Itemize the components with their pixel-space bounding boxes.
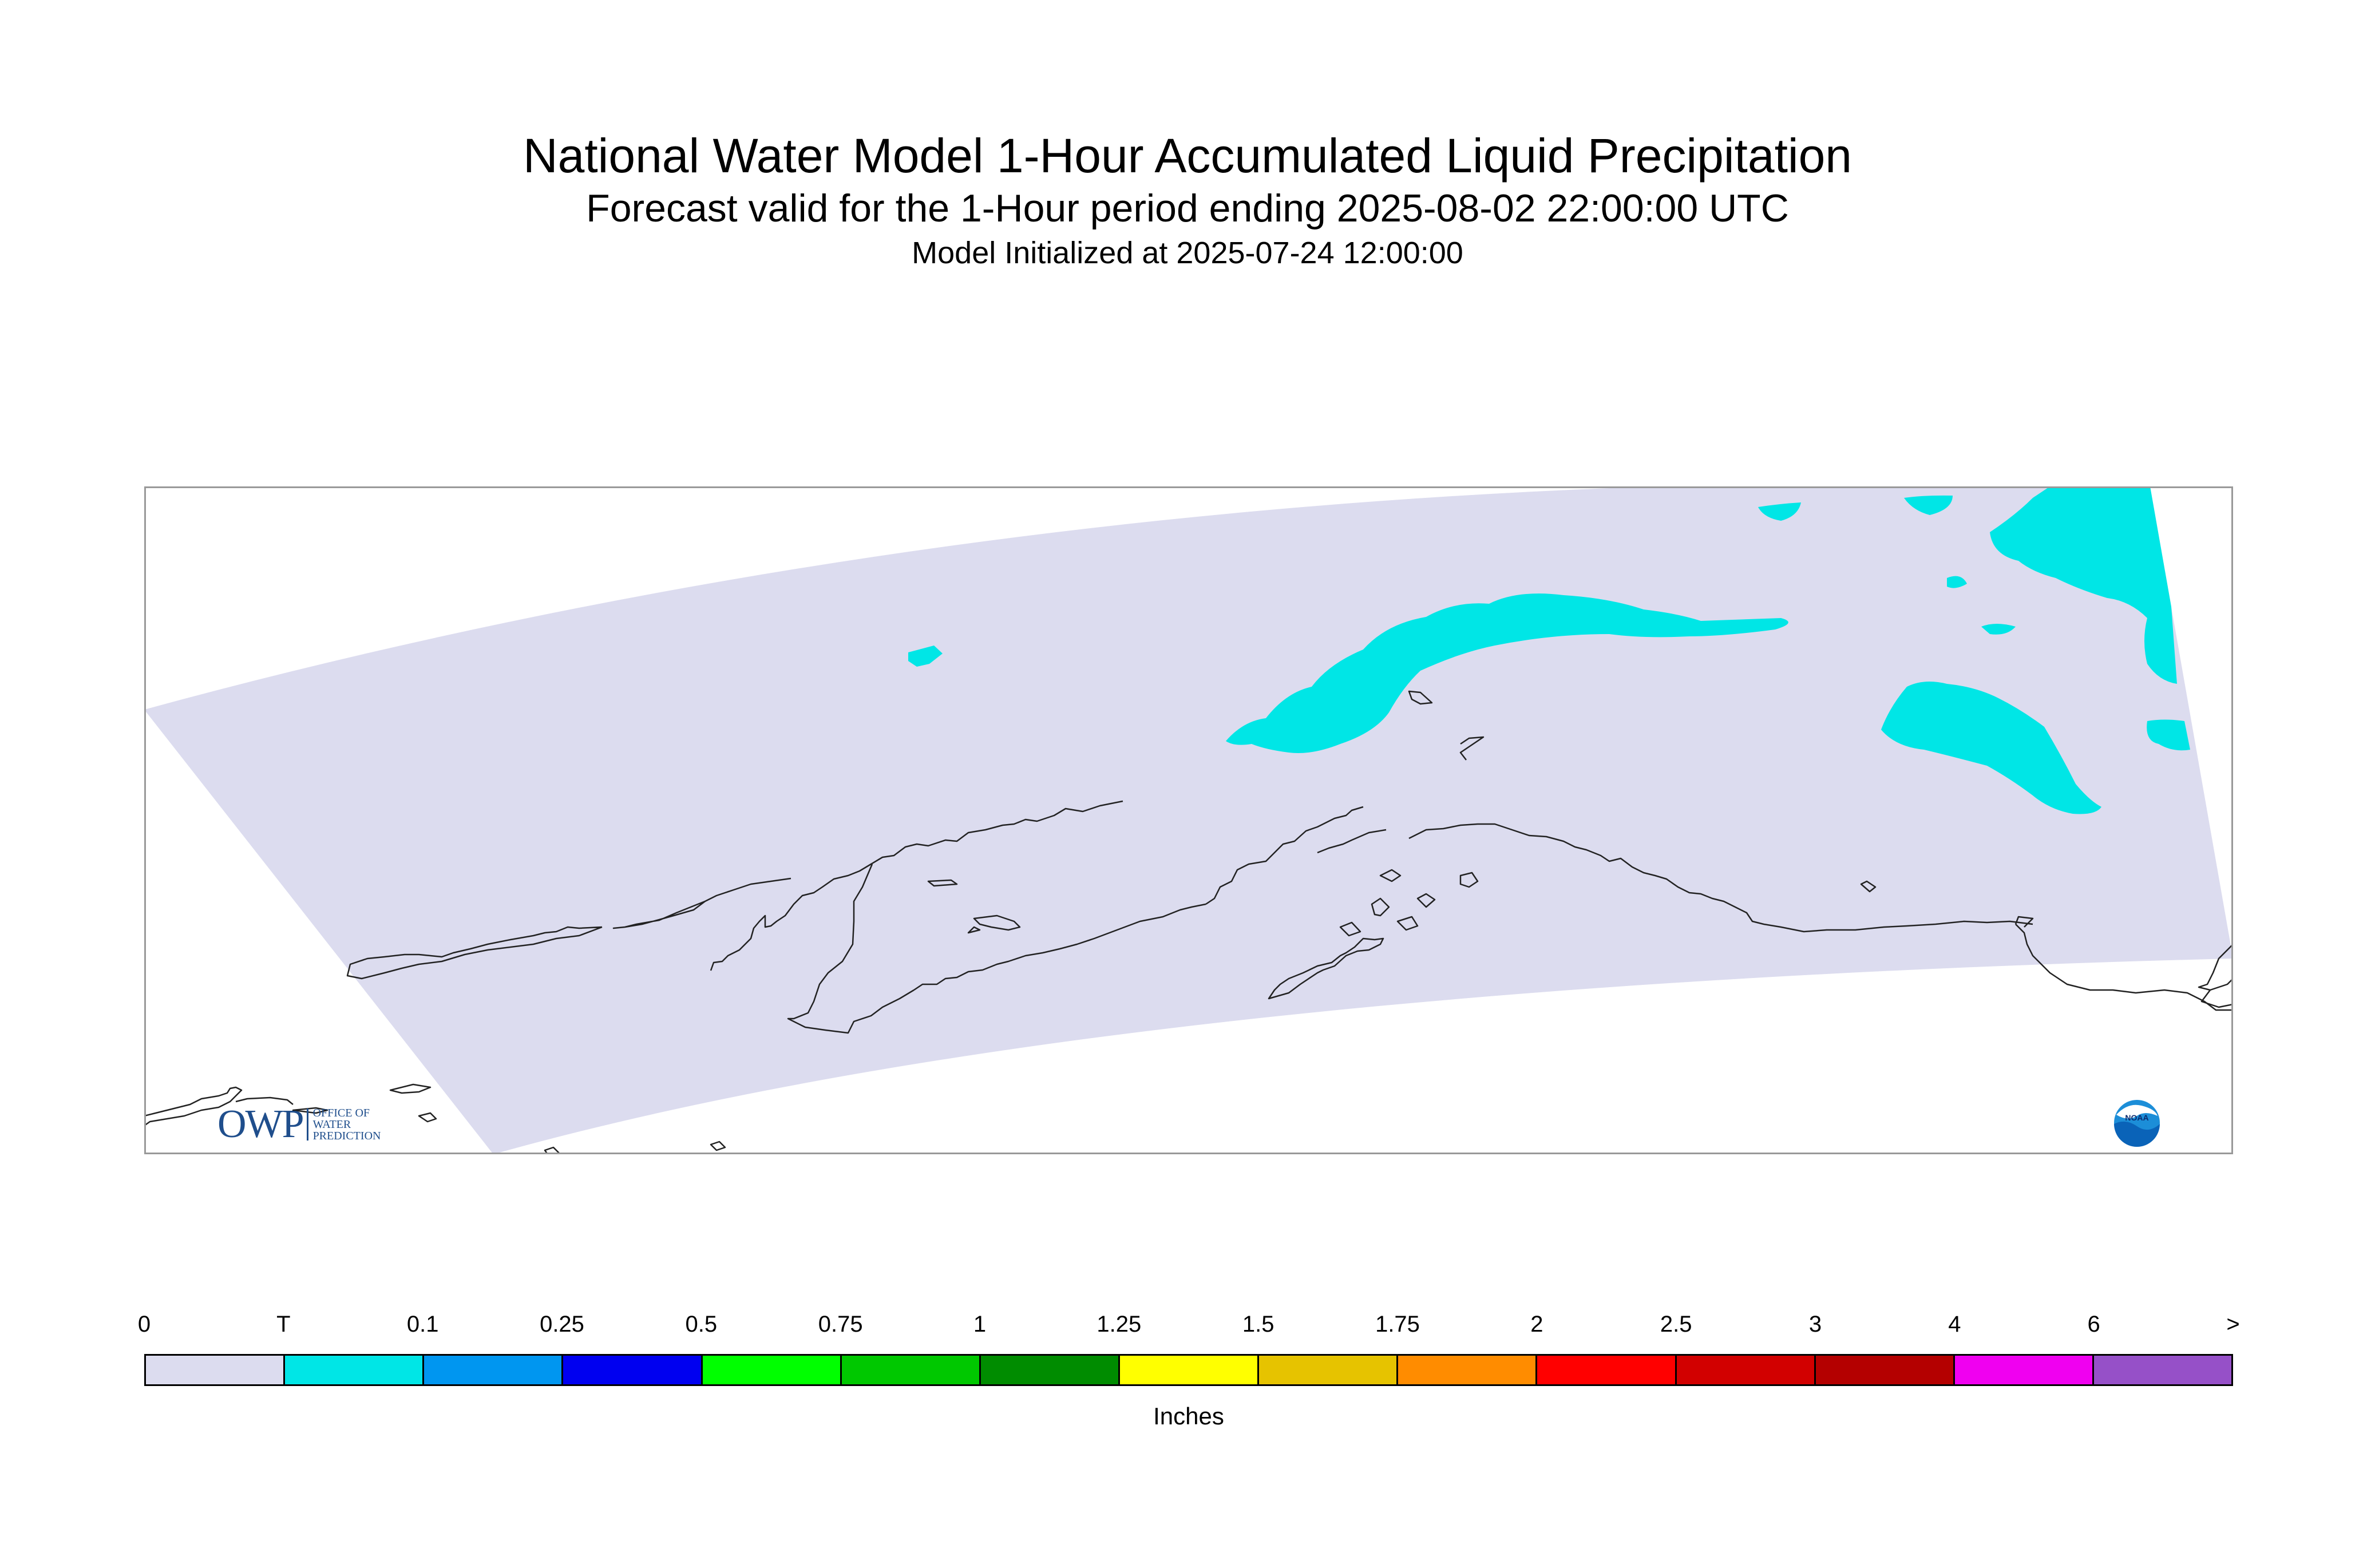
legend-swatch <box>980 1356 1120 1384</box>
peninsula-south <box>346 926 603 980</box>
map-title: National Water Model 1-Hour Accumulated … <box>522 129 1852 183</box>
precip-area-small-west <box>908 646 943 667</box>
model-domain <box>144 486 2233 1154</box>
legend-tick-label: 6 <box>2087 1312 2100 1337</box>
island-9 <box>612 877 791 929</box>
arctic-island-2 <box>1459 736 1485 761</box>
coastline-ne-corner <box>2198 944 2233 991</box>
island-4 <box>1339 921 1361 937</box>
coastline-northwest <box>1317 829 1387 854</box>
legend-tick-label: 0.25 <box>540 1312 584 1337</box>
coastline-border-east <box>2015 924 2233 1011</box>
legend-tick-label: 1.25 <box>1097 1312 1142 1337</box>
coastline-southcentral <box>1408 823 2033 933</box>
island-5 <box>1379 869 1402 882</box>
legend-tick-label: 3 <box>1808 1312 1822 1337</box>
legend-tick-label: 0.5 <box>685 1312 718 1337</box>
legend: 0 T 0.1 0.25 0.5 0.75 1 1.25 1.5 1.75 2 2.5 3 4 6 > Inc… <box>138 1310 2240 1465</box>
coastline-panhandle <box>2014 916 2034 928</box>
precip-area-small-1 <box>1947 576 1967 588</box>
legend-swatch <box>1398 1356 1538 1384</box>
legend-tick-label: 2.5 <box>1660 1312 1692 1337</box>
island-6 <box>973 914 1021 931</box>
noaa-logo-text: NOAA <box>2125 1113 2148 1122</box>
aleutian-mid <box>235 1096 294 1105</box>
precip-area-north-2 <box>1904 495 1953 515</box>
legend-tick-label: 1.5 <box>1242 1312 1274 1337</box>
aleutian-island-1 <box>389 1083 432 1094</box>
island-3 <box>1416 893 1436 908</box>
owp-logo-divider <box>306 1108 308 1141</box>
legend-tick-label: 0.75 <box>818 1312 863 1337</box>
island-8 <box>927 879 958 887</box>
precip-area-yukon <box>1881 682 2101 814</box>
precip-area-north-1 <box>1758 502 1801 521</box>
legend-swatch <box>1815 1356 1955 1384</box>
coastline-kenai <box>1205 806 1364 905</box>
legend-tick-label: 2 <box>1530 1312 1543 1337</box>
precipitation-map <box>144 486 2233 1154</box>
legend-tick-label: 1 <box>973 1312 987 1337</box>
owp-logo-words: OFFICE OF WATER PREDICTION <box>313 1107 381 1142</box>
island-11 <box>1459 872 1479 888</box>
aleutian-west <box>144 1086 243 1127</box>
precip-areas <box>908 486 2190 814</box>
legend-tick-label: 4 <box>1948 1312 1961 1337</box>
aleutian-island-3 <box>418 1112 437 1123</box>
coastline-ak-peninsula <box>913 903 1206 991</box>
coastline-ne-corner-2 <box>2200 989 2233 1008</box>
precip-area-arctic-coast <box>1226 593 1788 753</box>
noaa-logo: NOAA <box>2113 1099 2161 1147</box>
island-2 <box>1396 916 1419 931</box>
map-subtitle: Forecast valid for the 1-Hour period end… <box>586 187 1789 230</box>
legend-swatch <box>146 1356 286 1384</box>
kodiak-island <box>1268 937 1384 1000</box>
coastlines <box>144 690 2233 1154</box>
arctic-island-1 <box>1408 690 1433 705</box>
precip-area-northeast <box>1990 486 2177 684</box>
owp-logo-letters: OWP <box>217 1102 304 1146</box>
legend-swatch <box>285 1356 425 1384</box>
legend-swatch <box>563 1356 703 1384</box>
legend-swatch <box>702 1356 842 1384</box>
legend-tick-label: > <box>2226 1312 2240 1337</box>
coastline-main <box>710 800 1123 971</box>
legend-tick-label: 0.1 <box>406 1312 439 1337</box>
owp-logo: OWP OFFICE OF WATER PREDICTION <box>217 1104 381 1145</box>
legend-swatch <box>841 1356 981 1384</box>
legend-tick-label: 1.75 <box>1375 1312 1420 1337</box>
island-10 <box>1860 880 1877 893</box>
aleutian-island-5 <box>710 1141 726 1151</box>
legend-units-label: Inches <box>1153 1403 1224 1430</box>
precip-area-east-edge <box>2147 719 2190 751</box>
legend-swatch <box>2093 1356 2232 1384</box>
legend-tick-label: T <box>276 1312 291 1337</box>
coastline-bristol <box>787 864 915 1034</box>
legend-swatch <box>1537 1356 1677 1384</box>
legend-swatch <box>1676 1356 1816 1384</box>
aleutian-island-2 <box>292 1107 328 1114</box>
island-1 <box>1371 897 1390 917</box>
legend-tick-label: 0 <box>137 1312 151 1337</box>
legend-swatch <box>1954 1356 2094 1384</box>
legend-swatch <box>1119 1356 1260 1384</box>
owp-logo-line3: PREDICTION <box>312 1130 381 1142</box>
precip-area-small-2 <box>1981 624 2016 635</box>
owp-logo-line2: WATER <box>312 1118 351 1131</box>
map-frame <box>144 486 2233 1154</box>
owp-logo-line1: OFFICE OF <box>312 1107 370 1119</box>
legend-swatch <box>1259 1356 1399 1384</box>
legend-swatch <box>424 1356 564 1384</box>
island-7 <box>967 926 981 934</box>
legend-color-bar <box>144 1354 2233 1386</box>
model-initialized-label: Model Initialized at 2025-07-24 12:00:00 <box>912 236 1463 270</box>
